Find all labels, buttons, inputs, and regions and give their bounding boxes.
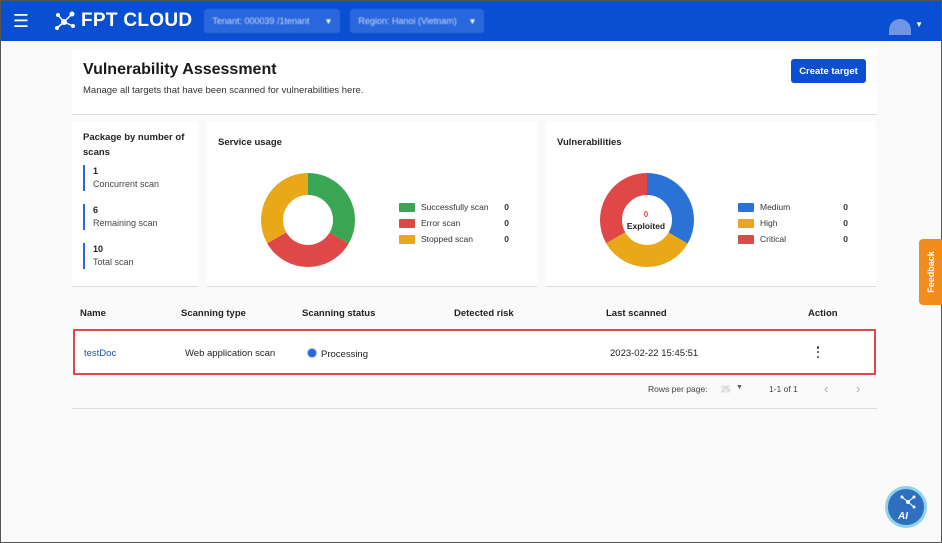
service-usage-legend: Successfully scan 0 Error scan 0 Stopped… [399,199,509,247]
tenant-select[interactable]: Tenant: 000039 /1tenant ▼ [204,9,341,33]
package-item-remaining: 6 Remaining scan [83,204,183,230]
chevron-down-icon: ▼ [468,16,477,26]
page-title: Vulnerability Assessment [83,61,277,78]
service-usage-title: Service usage [218,137,282,148]
package-item-concurrent: 1 Concurrent scan [83,165,183,191]
scanning-status-label: Processing [321,349,368,360]
chevron-down-icon: ▼ [324,16,333,26]
package-item-value: 10 [93,244,104,254]
ai-label: AI [898,511,908,522]
ai-assistant-button[interactable]: AI [885,486,927,528]
legend-label: Medium [760,202,791,212]
service-usage-donut [261,173,355,267]
vulnerabilities-card: Vulnerabilities 0 Exploited Medium 0 Hig… [546,121,876,287]
legend-item: Medium 0 [738,199,848,215]
vulnerabilities-title: Vulnerabilities [557,137,622,148]
package-item-total: 10 Total scan [83,243,183,269]
legend-value: 0 [504,218,509,228]
legend-value: 0 [504,234,509,244]
avatar [889,19,912,35]
legend-swatch [738,234,754,244]
legend-label: Stopped scan [421,234,473,244]
legend-label: Successfully scan [421,202,489,212]
donut-segment-error [261,173,355,267]
donut-segment-high [600,173,694,267]
region-select[interactable]: Region: Hanoi (Vietnam) ▼ [350,9,485,33]
package-card: Package by number of scans 1 Concurrent … [72,121,198,287]
donut-segment-stopped [261,173,355,267]
column-header-name[interactable]: Name [80,308,106,319]
column-header-action: Action [808,308,838,319]
tenant-select-value: Tenant: 000039 /1tenant [212,16,310,26]
page-header: Vulnerability Assessment Manage all targ… [72,49,877,115]
legend-item: Error scan 0 [399,215,509,231]
scanning-type-cell: Web application scan [185,348,276,359]
column-header-scanning-status[interactable]: Scanning status [302,308,376,319]
next-page-icon[interactable]: › [856,381,861,396]
page-subtitle: Manage all targets that have been scanne… [83,85,364,96]
exploited-count: 0 [643,210,649,219]
legend-label: Critical [760,234,786,244]
rows-per-page-select[interactable]: 25 [721,384,731,394]
last-scanned-cell: 2023-02-22 15:45:51 [610,348,699,359]
region-select-value: Region: Hanoi (Vietnam) [358,16,457,26]
rows-per-page-label: Rows per page: [648,384,708,394]
scanning-status-cell: Processing [307,348,368,360]
column-header-scanning-type[interactable]: Scanning type [181,308,246,319]
package-item-label: Remaining scan [93,218,158,228]
legend-value: 0 [843,202,848,212]
pagination-range: 1-1 of 1 [769,384,798,394]
legend-swatch [399,202,415,212]
service-usage-card: Service usage Successfully scan 0 Error … [207,121,537,287]
more-actions-icon[interactable] [814,344,822,360]
create-target-button[interactable]: Create target [791,59,866,83]
package-item-value: 1 [93,166,99,176]
legend-item: High 0 [738,215,848,231]
chevron-down-icon[interactable]: ▼ [736,384,743,391]
package-item-label: Concurrent scan [93,179,160,189]
target-name-link[interactable]: testDoc [84,348,117,359]
feedback-label: Feedback [926,251,936,293]
processing-status-icon [307,348,317,358]
feedback-tab[interactable]: Feedback [919,239,942,305]
hamburger-menu-icon[interactable]: ☰ [12,10,30,31]
user-menu[interactable]: ▼ [889,13,923,35]
previous-page-icon[interactable]: ‹ [824,381,829,396]
vulnerabilities-legend: Medium 0 High 0 Critical 0 [738,199,848,247]
network-icon [900,495,916,509]
column-header-detected-risk[interactable]: Detected risk [454,308,514,319]
legend-swatch [399,234,415,244]
table-row[interactable]: testDoc Web application scan Processing … [73,329,876,375]
donut-segment-critical [600,173,694,267]
legend-value: 0 [843,218,848,228]
network-logo-icon [55,11,75,30]
brand-name: FPT CLOUD [81,10,193,31]
legend-value: 0 [504,202,509,212]
targets-table: Name Scanning type Scanning status Detec… [72,297,877,409]
package-item-value: 6 [93,205,99,215]
legend-item: Successfully scan 0 [399,199,509,215]
brand-logo[interactable]: FPT CLOUD [55,10,192,32]
package-item-label: Total scan [93,257,134,267]
package-title: Package by number of scans [83,132,185,158]
legend-value: 0 [843,234,848,244]
legend-swatch [399,218,415,228]
legend-label: High [760,218,778,228]
exploited-label: Exploited [626,221,666,231]
top-navigation-bar: ☰ FPT CLOUD Tenant: 000039 /1tenant ▼ Re… [1,1,941,41]
legend-swatch [738,218,754,228]
legend-swatch [738,202,754,212]
column-header-last-scanned[interactable]: Last scanned [606,308,667,319]
legend-item: Stopped scan 0 [399,231,509,247]
chevron-down-icon: ▼ [915,19,923,29]
vulnerabilities-donut [600,173,694,267]
legend-item: Critical 0 [738,231,848,247]
legend-label: Error scan [421,218,461,228]
